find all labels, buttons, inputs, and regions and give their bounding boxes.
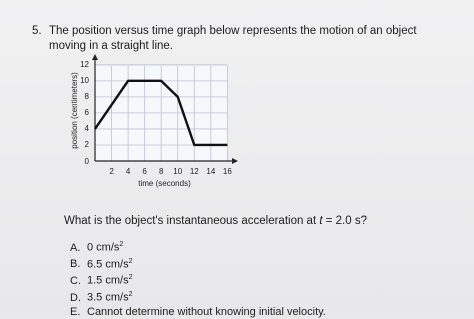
options: A. 0 cm/s2 B. 6.5 cm/s2 C. 1.5 cm/s2 D. 3.5 cm/… [70,238,326,319]
prompt-variable: t [319,215,323,227]
x-tick-label: 8 [159,167,164,176]
option-exponent: 2 [128,290,133,298]
y-tick-label: 0 [85,157,90,166]
question-text: The position versus time graph below rep… [49,25,417,52]
x-tick-label: 2 [109,167,114,176]
y-axis-arrow [92,54,98,60]
option-exponent: 2 [128,257,133,265]
x-axis-arrow [232,158,238,164]
question-number: 5. [32,25,42,37]
option-text: 3.5 cm/s [87,291,129,304]
option-exponent: 2 [128,274,133,282]
x-tick-label: 4 [126,167,131,176]
x-tick-label: 12 [190,167,199,176]
option-letter: A. [70,241,81,254]
y-axis-label: position (centimeters) [70,72,79,149]
prompt-text: = 2.0 s? [322,215,367,227]
prompt-text: What is the object's instantaneous accel… [64,215,320,227]
y-tick-label: 4 [85,124,90,133]
option-letter: B. [70,258,81,271]
y-tick-label: 12 [80,60,89,69]
x-tick-label: 10 [173,167,182,176]
y-tick-label: 8 [85,92,90,101]
option[interactable]: D. 3.5 cm/s2 [70,288,326,305]
option-exponent: 2 [119,241,124,248]
option-text: 1.5 cm/s [87,274,129,287]
x-tick-label: 6 [142,167,147,176]
x-tick-label: 14 [206,167,215,176]
option-letter: E. [70,305,81,318]
option-text: 0 cm/s [87,241,120,254]
y-tick-label: 10 [80,76,89,85]
option-letter: C. [70,274,81,287]
option[interactable]: B. 6.5 cm/s2 [70,255,326,272]
y-tick-label: 2 [85,140,90,149]
option[interactable]: C. 1.5 cm/s2 [70,271,326,288]
y-tick-label: 6 [85,108,90,117]
x-tick-label: 16 [223,167,232,176]
option[interactable]: E. Cannot determine without knowing initi… [70,305,326,319]
option[interactable]: A. 0 cm/s2 [70,238,326,255]
x-axis-label: time (seconds) [138,179,191,188]
option-text: 6.5 cm/s [87,258,129,271]
option-text: Cannot determine without knowing initial… [87,305,326,318]
question: 5. The position versus time graph below … [32,24,452,54]
option-letter: D. [70,291,81,304]
prompt: What is the object's instantaneous accel… [64,215,367,227]
data-line [94,79,228,147]
